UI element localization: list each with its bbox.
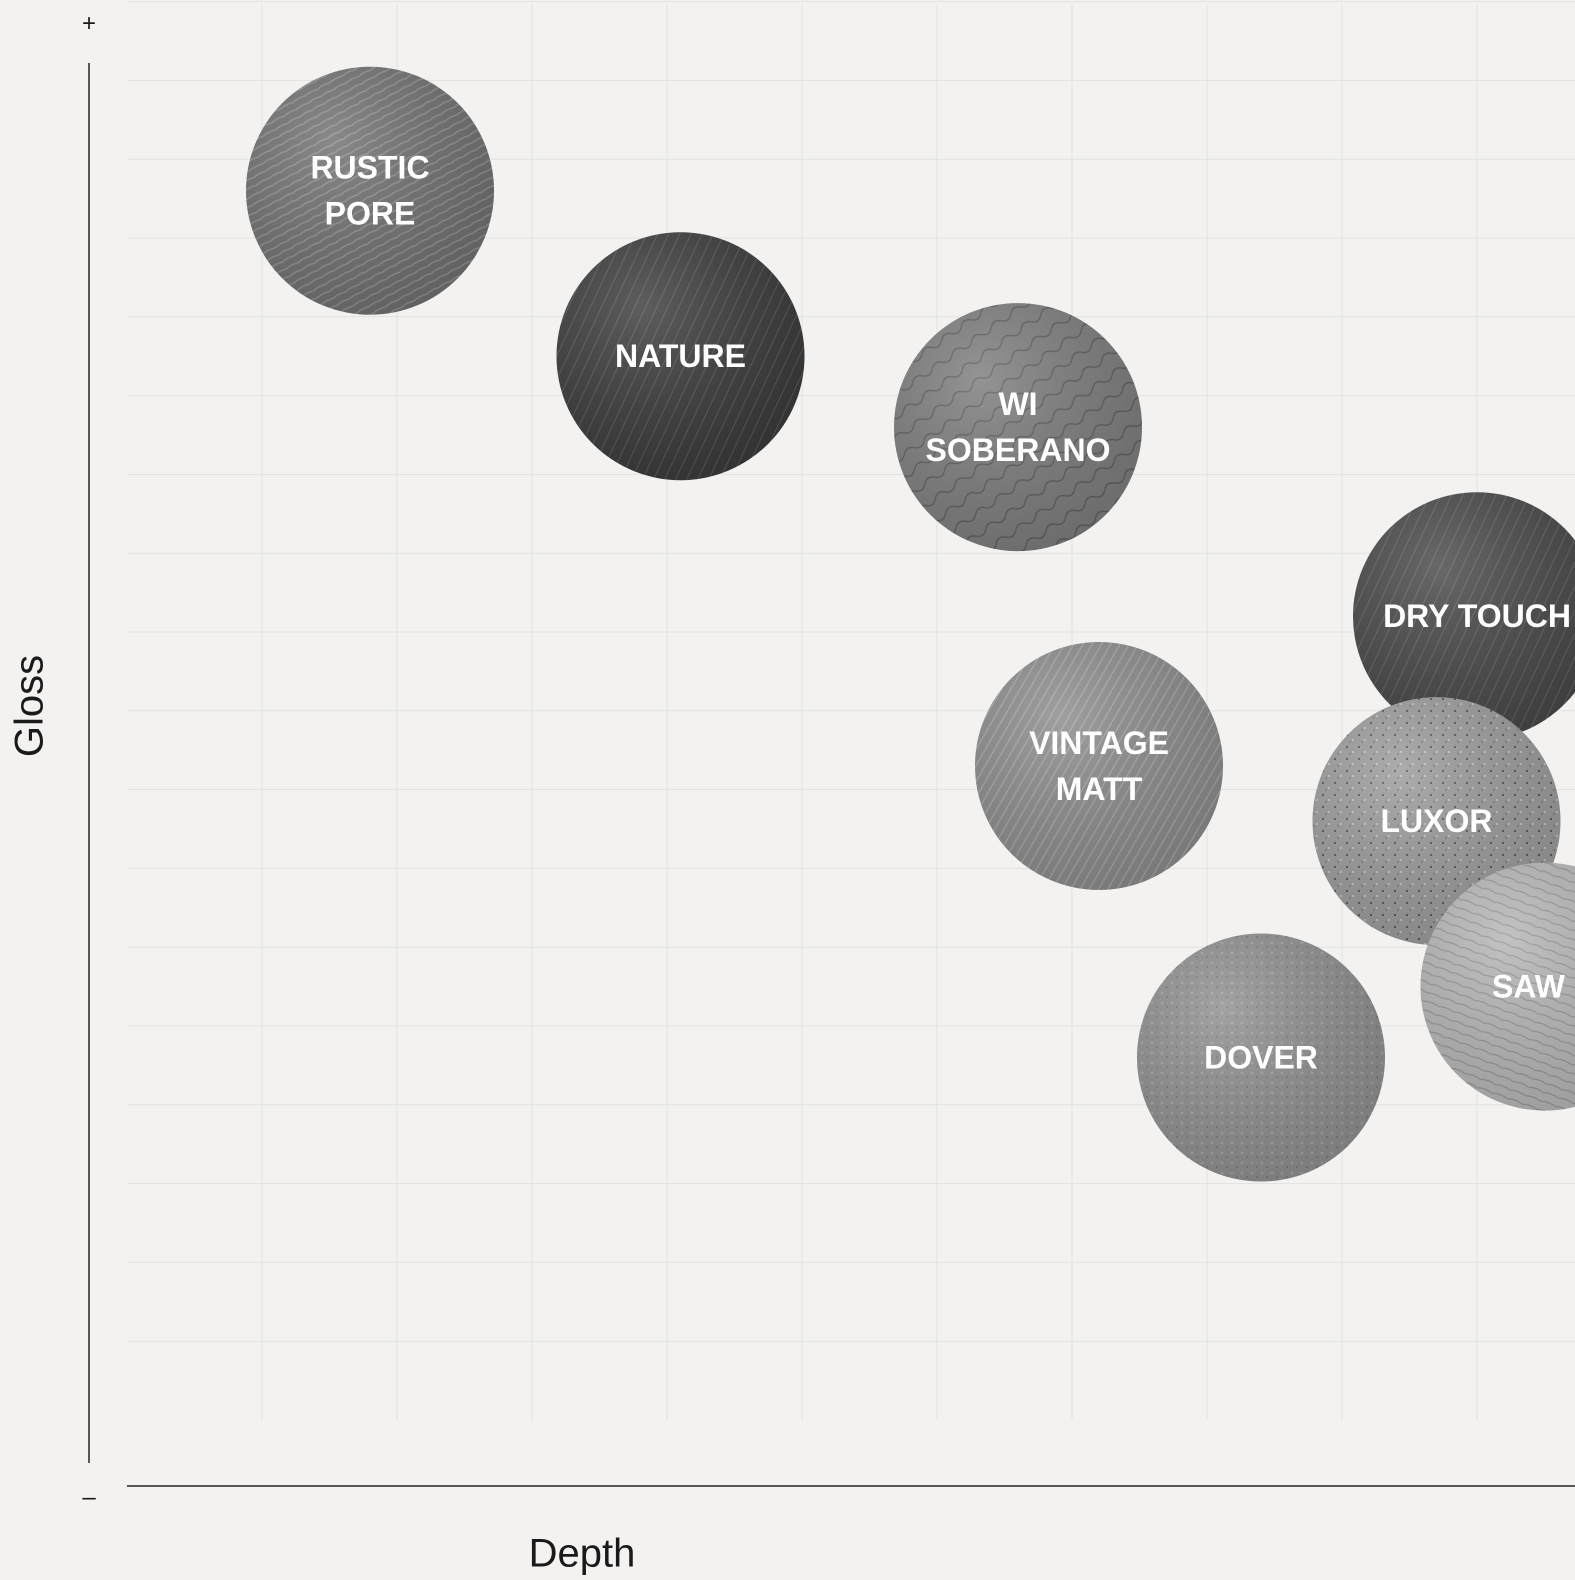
y-axis-max-marker: + [81, 10, 97, 37]
data-point-sheen [246, 66, 494, 315]
data-point-sheen [894, 303, 1142, 552]
data-point-sheen [1137, 933, 1385, 1182]
data-point-saw-c: SAW C [1420, 862, 1575, 1111]
data-point-label: VINTAGE [1029, 725, 1169, 761]
data-point-label: RUSTIC [310, 150, 429, 186]
data-point-rustic-pore: RUSTIC PORE [246, 66, 494, 315]
data-point-nature: NATURE [556, 232, 805, 481]
data-points: RUSTIC PORE NATURE WI SOBERANO DRY TOUCH VINTA… [246, 66, 1575, 1182]
data-point-dry-touch: DRY TOUCH [1353, 492, 1575, 741]
data-point-label: SAW C [1492, 969, 1575, 1005]
data-point-label: DRY TOUCH [1383, 598, 1571, 634]
data-point-label: NATURE [615, 338, 746, 374]
data-point-label: MATT [1056, 771, 1143, 807]
y-axis-label: Gloss [7, 654, 52, 758]
data-point-dover: DOVER [1137, 933, 1385, 1182]
data-point-sheen [556, 232, 805, 481]
data-point-sheen [975, 641, 1223, 890]
data-point-label: SOBERANO [926, 432, 1111, 468]
data-point-sheen [1353, 492, 1575, 741]
data-point-label: PORE [325, 196, 416, 232]
data-point-label: DOVER [1204, 1040, 1318, 1076]
y-axis-min-marker: – [82, 1484, 96, 1511]
x-axis-label: Depth [528, 1531, 636, 1576]
data-point-sheen [1420, 862, 1575, 1111]
data-point-wi-soberano: WI SOBERANO [894, 303, 1142, 552]
data-point-vintage-matt: VINTAGE MATT [975, 641, 1223, 890]
data-point-label: WI [998, 386, 1037, 422]
data-point-label: LUXOR [1381, 803, 1493, 839]
